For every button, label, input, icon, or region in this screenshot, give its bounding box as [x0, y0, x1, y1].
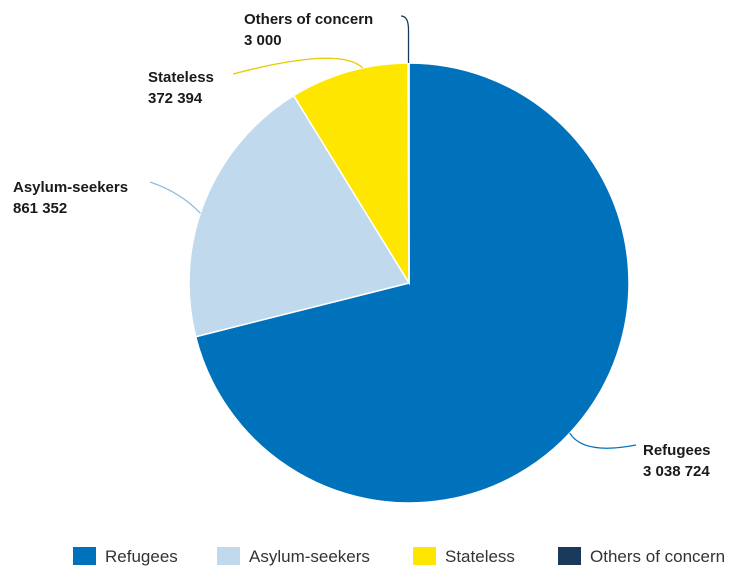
- slice-label-asylum-seekers: Asylum-seekers: [13, 179, 128, 196]
- leader-line-stateless: [232, 57, 364, 75]
- slice-label-others-of-concern: Others of concern: [244, 11, 373, 28]
- pie-slice-others-of-concern: [407, 62, 410, 284]
- slice-value-asylum-seekers: 861 352: [13, 200, 67, 217]
- pie-slice-refugees: [194, 62, 630, 504]
- slice-labels: Refugees 3 038 724 Asylum-seekers 861 352 St…: [13, 11, 711, 480]
- pie-slice-stateless: [292, 62, 410, 286]
- legend-label-stateless: Stateless: [445, 547, 515, 566]
- slice-label-stateless: Stateless: [148, 69, 214, 86]
- slice-label-refugees: Refugees: [643, 442, 711, 459]
- leader-lines: [149, 15, 637, 449]
- leader-line-others-of-concern: [400, 15, 410, 64]
- leader-line-refugees: [569, 432, 637, 449]
- legend-swatch-stateless: [413, 547, 436, 565]
- legend-label-others-of-concern: Others of concern: [590, 547, 725, 566]
- pie-slices: [188, 62, 630, 504]
- legend-swatch-others-of-concern: [558, 547, 581, 565]
- legend-label-asylum-seekers: Asylum-seekers: [249, 547, 370, 566]
- slice-value-refugees: 3 038 724: [643, 463, 710, 480]
- legend-label-refugees: Refugees: [105, 547, 178, 566]
- legend: Refugees Asylum-seekers Stateless Others of…: [73, 547, 725, 566]
- slice-value-stateless: 372 394: [148, 90, 203, 107]
- legend-swatch-asylum-seekers: [217, 547, 240, 565]
- legend-swatch-refugees: [73, 547, 96, 565]
- slice-value-others-of-concern: 3 000: [244, 32, 282, 49]
- leader-line-asylum-seekers: [149, 181, 201, 214]
- pie-slice-asylum-seekers: [188, 94, 411, 338]
